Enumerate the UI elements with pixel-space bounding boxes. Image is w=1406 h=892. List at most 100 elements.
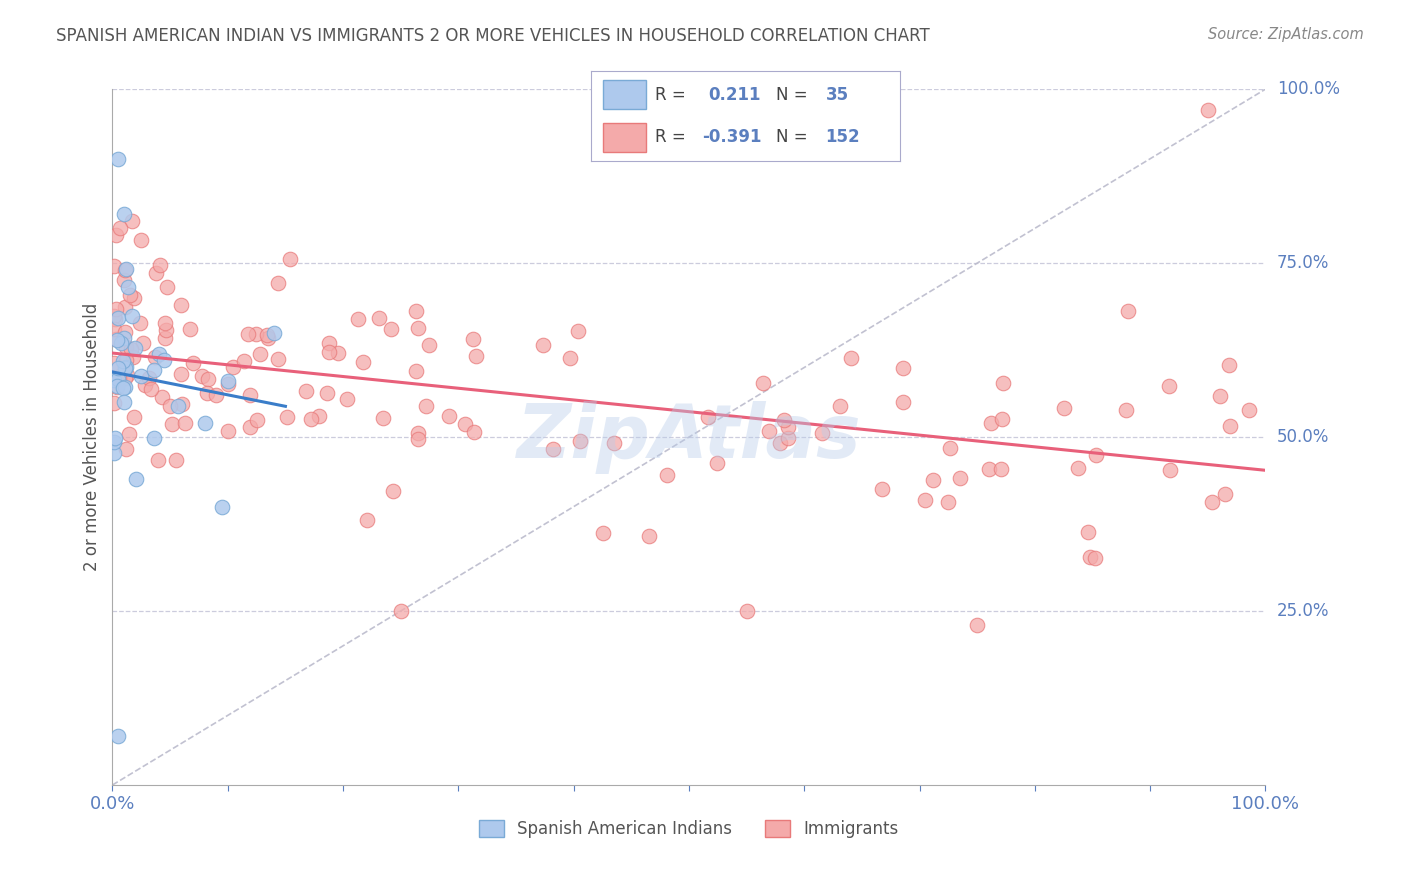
Point [347, 311, 370, 326]
Point [706, 456, 728, 470]
Point [966, 618, 988, 632]
Point [437, 409, 460, 424]
Point [114, 442, 136, 457]
Point [454, 417, 477, 432]
Point [811, 426, 834, 441]
Point [308, 409, 330, 424]
Point [141, 382, 163, 396]
Text: ZipAtlas: ZipAtlas [516, 401, 862, 474]
Point [638, 529, 661, 543]
Point [1197, 103, 1219, 117]
Point [463, 425, 485, 440]
Point [1077, 525, 1099, 540]
Point [233, 354, 256, 368]
Point [922, 473, 945, 487]
Point [105, 334, 128, 348]
Point [142, 362, 165, 376]
Point [1159, 463, 1181, 477]
Point [461, 332, 484, 346]
Point [758, 424, 780, 438]
Point [115, 352, 138, 367]
Point [112, 395, 135, 409]
Point [112, 273, 135, 287]
Point [1085, 448, 1108, 462]
Point [115, 360, 138, 375]
Point [165, 453, 187, 467]
Point [567, 324, 589, 338]
Point [121, 213, 143, 227]
Point [1218, 419, 1240, 434]
Point [129, 316, 152, 330]
Point [336, 392, 359, 406]
Point [156, 280, 179, 294]
Point [406, 321, 429, 335]
Text: 25.0%: 25.0% [1277, 602, 1330, 620]
Point [153, 331, 176, 345]
Point [295, 384, 318, 399]
Point [991, 376, 1014, 391]
Point [406, 432, 429, 446]
Point [211, 500, 233, 514]
Point [205, 387, 228, 401]
Point [263, 326, 285, 340]
Text: 100.0%: 100.0% [1277, 80, 1340, 98]
Text: N =: N = [776, 128, 807, 146]
Point [776, 431, 799, 445]
Point [891, 361, 914, 376]
Point [939, 441, 962, 455]
Point [371, 410, 394, 425]
Point [257, 331, 280, 345]
Point [368, 311, 391, 326]
Point [276, 409, 298, 424]
Point [382, 484, 405, 499]
Point [181, 356, 204, 370]
Point [328, 346, 350, 360]
Point [143, 351, 166, 365]
Bar [603, 123, 647, 152]
Point [948, 471, 970, 485]
Point [145, 266, 167, 280]
Point [170, 397, 193, 411]
Point [245, 326, 267, 341]
Point [112, 381, 135, 395]
Point [408, 425, 430, 440]
Text: -0.391: -0.391 [702, 128, 762, 146]
Point [104, 302, 127, 317]
Point [318, 336, 340, 351]
Point [217, 375, 239, 389]
Point [1218, 358, 1240, 372]
Point [103, 446, 125, 460]
Point [103, 434, 125, 449]
Point [148, 453, 170, 467]
Point [1053, 401, 1076, 416]
Point [115, 261, 138, 276]
Point [114, 325, 136, 339]
Point [315, 385, 337, 400]
Point [990, 462, 1012, 476]
Point [195, 385, 218, 400]
Point [134, 377, 156, 392]
Point [103, 259, 125, 273]
Point [221, 360, 243, 375]
Point [256, 328, 278, 343]
Point [107, 310, 129, 325]
Point [772, 413, 794, 427]
Point [121, 310, 143, 324]
Point [914, 493, 936, 508]
Point [568, 434, 591, 448]
Point [117, 368, 139, 382]
Point [217, 376, 239, 391]
Point [107, 152, 129, 166]
Point [1201, 494, 1223, 508]
Point [148, 347, 170, 361]
Point [1237, 402, 1260, 417]
Point [267, 351, 290, 366]
Point [1067, 461, 1090, 475]
Point [105, 228, 128, 243]
Point [194, 416, 217, 430]
Point [592, 526, 614, 541]
Point [122, 350, 145, 364]
Point [541, 442, 564, 457]
Point [131, 335, 153, 350]
Point [179, 322, 201, 336]
